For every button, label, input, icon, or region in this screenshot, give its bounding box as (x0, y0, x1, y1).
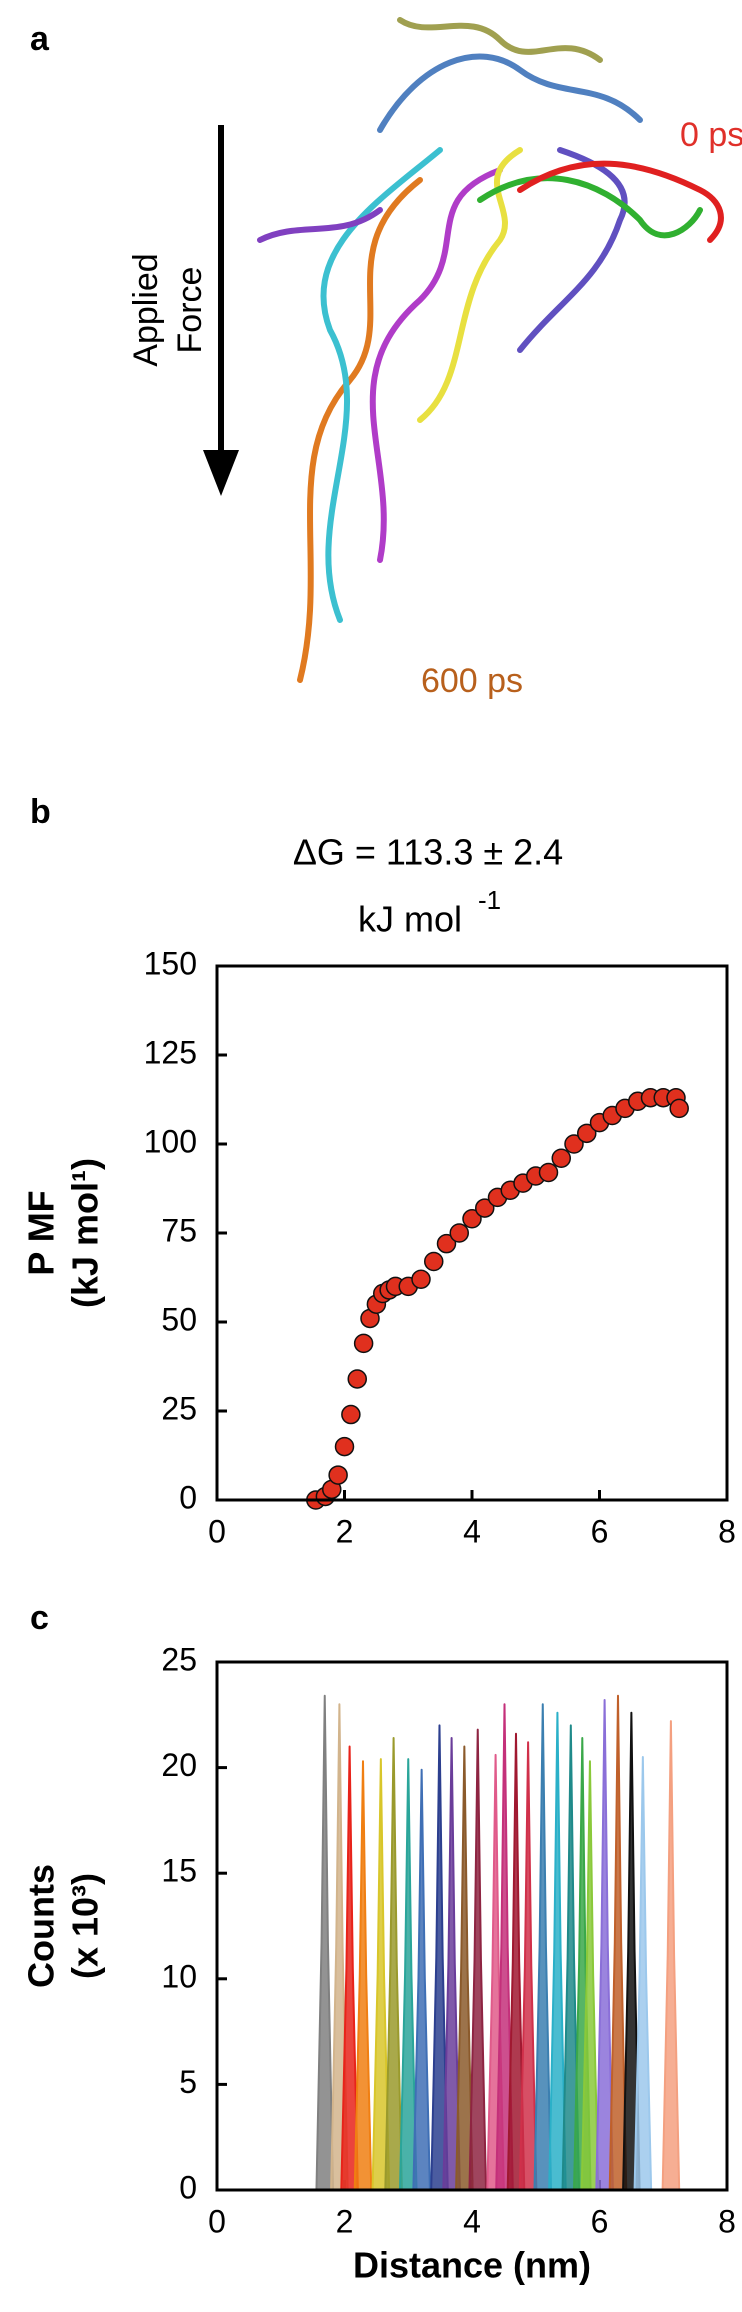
histogram-peak (442, 1737, 461, 2191)
point (411, 1269, 431, 1290)
point (334, 1436, 355, 1457)
chart-subtitle-sup: -1 (478, 885, 501, 915)
point (328, 1465, 348, 1485)
force-label: Force (171, 267, 209, 354)
x-tick-label: 8 (718, 1513, 736, 1549)
y-tick-label: 0 (179, 1479, 197, 1515)
time-label: 0 ps (680, 116, 742, 154)
x-tick-label: 4 (463, 1513, 481, 1549)
y-axis-label: (kJ mol¹) (65, 1158, 106, 1308)
point (564, 1134, 584, 1154)
y-tick-label: 25 (161, 1641, 197, 1677)
y-tick-label: 150 (144, 945, 197, 981)
panel-label: a (30, 20, 50, 58)
y-tick-label: 10 (161, 1958, 197, 1994)
point (449, 1223, 469, 1243)
histogram-peak (561, 1724, 581, 2191)
y-axis-label: (x 10³) (65, 1873, 106, 1979)
histogram-peak (430, 1724, 449, 2191)
y-axis-label: Counts (21, 1864, 62, 1988)
histogram-peak (468, 1728, 488, 2191)
histogram-peak (548, 1711, 567, 2191)
histogram-peak (518, 1741, 538, 2191)
y-tick-label: 15 (161, 1853, 197, 1889)
y-tick-label: 20 (161, 1747, 197, 1783)
point (475, 1198, 495, 1218)
point (551, 1148, 571, 1168)
histogram-peak (533, 1703, 553, 2191)
panel-label: b (30, 793, 51, 831)
plot-frame (215, 964, 729, 1502)
histogram-peak (315, 1694, 335, 2191)
x-tick-label: 2 (336, 2203, 354, 2239)
chart-subtitle: kJ mol (358, 899, 462, 940)
point (577, 1123, 597, 1144)
y-axis-label: P MF (21, 1190, 62, 1275)
histogram-peak (455, 1745, 474, 2191)
point (353, 1333, 374, 1354)
histogram-peak (412, 1768, 431, 2191)
panel-label: c (30, 1599, 49, 1637)
y-tick-label: 75 (161, 1212, 197, 1248)
histogram-peak (595, 1699, 614, 2191)
point (424, 1251, 444, 1272)
histogram-peak (633, 1756, 653, 2191)
x-tick-label: 8 (718, 2203, 736, 2239)
histogram-peak (608, 1694, 628, 2191)
point (347, 1369, 367, 1389)
histogram-peak (371, 1758, 391, 2191)
y-tick-label: 125 (144, 1034, 197, 1070)
time-label: 600 ps (421, 662, 523, 700)
point (462, 1209, 482, 1229)
y-tick-label: 25 (161, 1390, 197, 1426)
histogram-peak (384, 1737, 403, 2191)
x-tick-label: 4 (463, 2203, 481, 2239)
molecule (257, 17, 724, 683)
force-arrowhead (203, 450, 239, 496)
x-tick-label: 0 (208, 1513, 226, 1549)
x-tick-label: 6 (591, 2203, 609, 2239)
histogram-peak (506, 1732, 526, 2191)
x-tick-label: 6 (591, 1513, 609, 1549)
histogram-peak (622, 1711, 641, 2191)
force-label: Applied (127, 253, 165, 366)
histogram-peak (580, 1760, 600, 2191)
x-axis-label: Distance (nm) (353, 2245, 591, 2286)
point (669, 1098, 689, 1119)
histogram-peak (353, 1760, 373, 2191)
y-tick-label: 5 (179, 2064, 197, 2100)
histogram-peak (340, 1745, 359, 2191)
x-tick-label: 0 (208, 2203, 226, 2239)
plot-frame (215, 1660, 729, 2192)
chart-title: ΔG = 113.3 ± 2.4 (293, 832, 563, 873)
y-tick-label: 100 (144, 1123, 197, 1159)
y-tick-label: 50 (161, 1301, 197, 1337)
histogram-peak (398, 1758, 418, 2191)
y-tick-label: 0 (179, 2169, 197, 2205)
point (341, 1404, 361, 1425)
histogram-peak (661, 1720, 681, 2191)
x-tick-label: 2 (336, 1513, 354, 1549)
histogram-peak (495, 1703, 514, 2191)
point (538, 1162, 559, 1183)
point (436, 1233, 457, 1254)
